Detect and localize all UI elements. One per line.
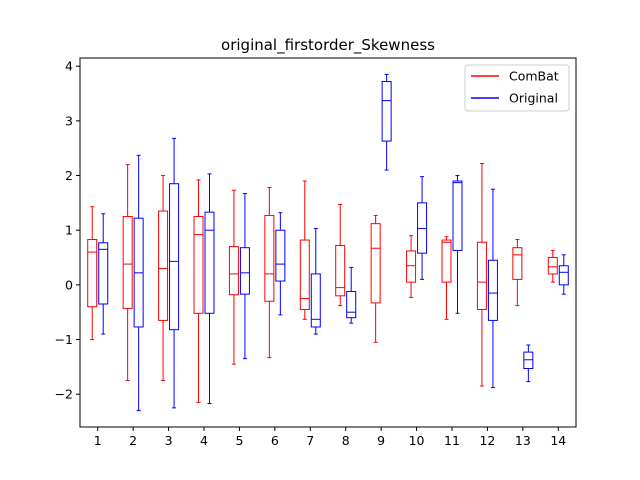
box-combat-10	[406, 235, 417, 298]
box-combat-12	[476, 163, 487, 387]
legend-label: Original	[509, 91, 558, 106]
x-tick-label: 8	[342, 433, 350, 448]
box-combat-9	[370, 214, 381, 343]
y-tick-label: 4	[65, 59, 73, 74]
box-original-6	[275, 212, 286, 316]
plot-area	[87, 73, 569, 412]
x-tick-label: 2	[129, 433, 137, 448]
iqr-box	[441, 239, 452, 283]
box-original-13	[523, 344, 534, 383]
x-tick-label: 7	[306, 433, 314, 448]
iqr-box	[417, 202, 428, 254]
x-tick-label: 5	[235, 433, 243, 448]
box-original-5	[239, 193, 250, 360]
x-tick-label: 3	[165, 433, 173, 448]
iqr-box	[381, 81, 392, 142]
x-tick-label: 11	[444, 433, 460, 448]
legend-label: ComBat	[509, 69, 559, 84]
legend: ComBat Original	[464, 64, 570, 112]
box-combat-6	[264, 187, 275, 359]
box-original-10	[417, 176, 428, 280]
y-tick-label: −1	[55, 332, 73, 347]
box-combat-7	[299, 180, 310, 320]
iqr-box	[169, 183, 180, 331]
iqr-box	[299, 239, 310, 310]
iqr-box	[310, 273, 321, 328]
iqr-box	[87, 238, 98, 308]
iqr-box	[346, 290, 357, 319]
box-original-7	[310, 228, 321, 335]
x-tick-label: 9	[377, 433, 385, 448]
iqr-box	[406, 250, 417, 283]
iqr-box	[264, 214, 275, 302]
box-original-12	[487, 188, 498, 389]
box-original-11	[452, 175, 463, 314]
y-tick-label: 1	[65, 223, 73, 238]
iqr-box	[512, 247, 523, 280]
iqr-box	[275, 229, 286, 282]
y-tick-label: 3	[65, 113, 73, 128]
box-combat-13	[512, 238, 523, 307]
chart-title: original_firstorder_Skewness	[221, 36, 435, 55]
iqr-box	[228, 246, 239, 296]
iqr-box	[558, 265, 569, 286]
box-combat-11	[441, 236, 452, 320]
x-tick-label: 6	[271, 433, 279, 448]
y-tick-label: −2	[55, 387, 73, 402]
box-original-9	[381, 73, 392, 171]
x-tick-label: 12	[479, 433, 495, 448]
plot-frame	[79, 57, 577, 428]
box-original-1	[98, 213, 109, 335]
iqr-box	[98, 242, 109, 305]
box-original-8	[346, 266, 357, 324]
iqr-box	[523, 351, 534, 370]
box-combat-2	[122, 164, 133, 382]
x-tick-label: 13	[515, 433, 531, 448]
box-original-2	[133, 154, 144, 412]
iqr-box	[452, 180, 463, 251]
y-tick-label: 2	[65, 168, 73, 183]
iqr-box	[547, 257, 558, 275]
x-tick-label: 14	[550, 433, 566, 448]
box-original-3	[169, 137, 180, 409]
box-combat-5	[228, 189, 239, 365]
box-original-14	[558, 254, 569, 295]
iqr-box	[158, 210, 169, 321]
box-combat-1	[87, 206, 98, 341]
iqr-box	[370, 223, 381, 304]
iqr-box	[476, 241, 487, 310]
iqr-box	[122, 216, 133, 309]
iqr-box	[204, 211, 215, 314]
box-combat-8	[335, 204, 346, 307]
box-combat-14	[547, 249, 558, 283]
x-tick-label: 10	[409, 433, 425, 448]
box-combat-4	[193, 179, 204, 403]
iqr-box	[487, 259, 498, 321]
y-tick-label: 0	[65, 277, 73, 292]
iqr-box	[193, 216, 204, 314]
iqr-box	[335, 245, 346, 297]
iqr-box	[239, 247, 250, 295]
x-tick-label: 1	[94, 433, 102, 448]
box-combat-3	[158, 175, 169, 382]
x-tick-label: 4	[200, 433, 208, 448]
box-original-4	[204, 173, 215, 404]
